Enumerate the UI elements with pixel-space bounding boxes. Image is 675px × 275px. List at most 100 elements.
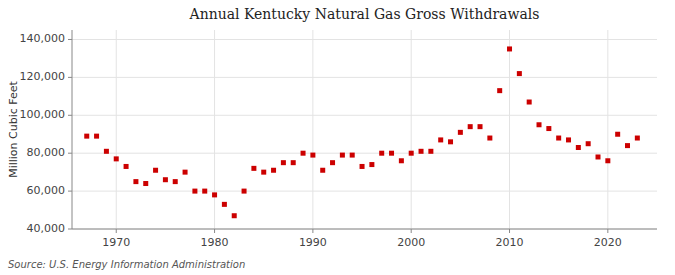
point (212, 192, 217, 197)
tick-label: 2000 (397, 236, 425, 249)
point (183, 170, 188, 175)
tick-label: 2020 (594, 236, 622, 249)
point (615, 132, 620, 137)
grid-line (72, 77, 657, 78)
point (419, 149, 424, 154)
point (153, 168, 158, 173)
tick (214, 229, 215, 233)
point (133, 179, 138, 184)
tick-label: 120,000 (20, 70, 66, 83)
tick-label: 2010 (496, 236, 524, 249)
grid-line (72, 153, 657, 154)
tick (68, 77, 72, 78)
point (301, 151, 306, 156)
point (596, 154, 601, 159)
grid (72, 30, 657, 229)
point (320, 168, 325, 173)
axes: 40,000 60,000 80,000 100,000 120,000 140,000 1… (20, 30, 658, 249)
point (271, 168, 276, 173)
point (291, 160, 296, 165)
grid-line (411, 30, 412, 229)
point (360, 164, 365, 169)
point (330, 160, 335, 165)
point (340, 153, 345, 158)
chart: 40,000 60,000 80,000 100,000 120,000 140,000 1… (0, 0, 675, 275)
point (478, 124, 483, 129)
point (605, 158, 610, 163)
point (546, 126, 551, 131)
point (537, 122, 542, 127)
grid-line (72, 39, 657, 40)
point (389, 151, 394, 156)
tick-label: 100,000 (20, 108, 66, 121)
y-axis-line (72, 30, 73, 229)
point (468, 124, 473, 129)
y-axis-label: Million Cubic Feet (7, 80, 20, 177)
point (163, 177, 168, 182)
x-axis-line (72, 229, 657, 230)
point (104, 149, 109, 154)
point (507, 46, 512, 51)
point (192, 189, 197, 194)
tick (68, 153, 72, 154)
tick-label: 1990 (299, 236, 327, 249)
tick-label: 80,000 (27, 146, 66, 159)
point (625, 143, 630, 148)
grid-line (72, 229, 657, 230)
grid-line (312, 30, 313, 229)
point (84, 134, 89, 139)
point (114, 156, 119, 161)
point (143, 181, 148, 186)
point (497, 88, 502, 93)
point (517, 71, 522, 76)
point (576, 145, 581, 150)
point (369, 162, 374, 167)
point (586, 141, 591, 146)
point (438, 137, 443, 142)
point (310, 153, 315, 158)
point (379, 151, 384, 156)
point (222, 202, 227, 207)
points (84, 46, 640, 218)
point (124, 164, 129, 169)
tick-label: 40,000 (27, 222, 66, 235)
point (527, 100, 532, 105)
source-note: Source: U.S. Energy Information Administ… (8, 259, 245, 270)
point (350, 153, 355, 158)
tick (68, 229, 72, 230)
grid-line (607, 30, 608, 229)
point (556, 136, 561, 141)
tick (509, 229, 510, 233)
grid-line (72, 115, 657, 116)
point (448, 139, 453, 144)
tick (116, 229, 117, 233)
point (566, 137, 571, 142)
tick (68, 115, 72, 116)
point (458, 130, 463, 135)
tick (68, 191, 72, 192)
tick-label: 1970 (102, 236, 130, 249)
tick-label: 60,000 (27, 184, 66, 197)
point (399, 158, 404, 163)
tick (68, 39, 72, 40)
tick-label: 140,000 (20, 32, 66, 45)
tick (312, 229, 313, 233)
point (251, 166, 256, 171)
grid-line (509, 30, 510, 229)
point (94, 134, 99, 139)
point (242, 189, 247, 194)
point (232, 213, 237, 218)
tick (607, 229, 608, 233)
point (261, 170, 266, 175)
point (409, 151, 414, 156)
point (428, 149, 433, 154)
point (487, 136, 492, 141)
point (202, 189, 207, 194)
tick (411, 229, 412, 233)
point (635, 136, 640, 141)
grid-line (72, 191, 657, 192)
point (173, 179, 178, 184)
grid-line (116, 30, 117, 229)
title: Annual Kentucky Natural Gas Gross Withdr… (189, 6, 540, 22)
grid-line (214, 30, 215, 229)
